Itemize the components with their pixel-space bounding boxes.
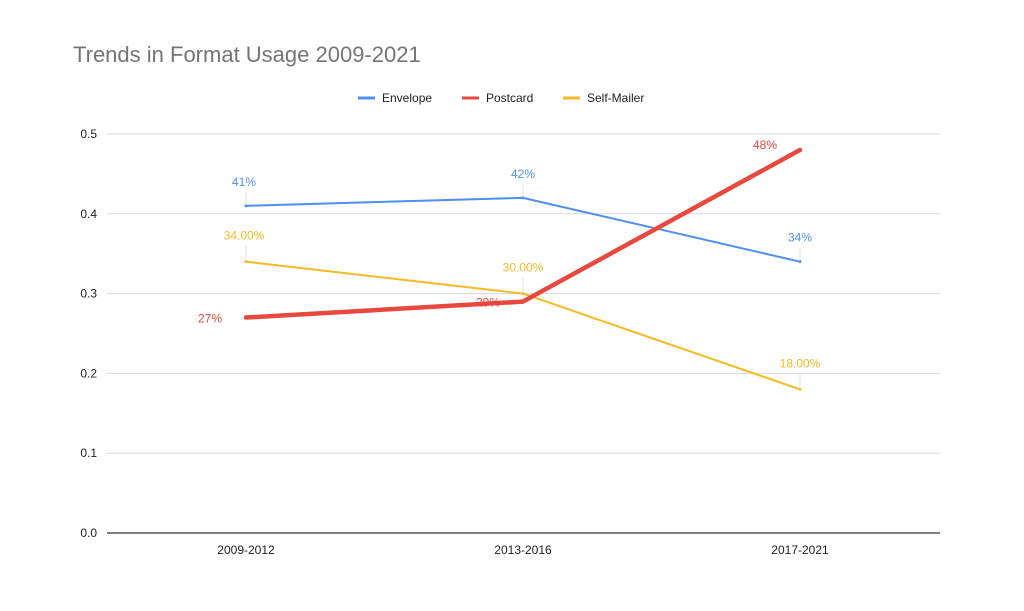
- y-tick-label: 0.0: [80, 526, 97, 540]
- y-tick-label: 0.3: [80, 287, 97, 301]
- data-label: 42%: [511, 167, 535, 181]
- data-point: [798, 148, 802, 152]
- data-label: 34.00%: [224, 229, 265, 243]
- legend-label: Postcard: [486, 91, 533, 105]
- data-point: [521, 300, 525, 304]
- data-point: [244, 316, 248, 320]
- x-tick-label: 2017-2021: [771, 543, 829, 557]
- data-point: [244, 204, 248, 208]
- legend-label: Envelope: [382, 91, 432, 105]
- y-tick-label: 0.2: [80, 366, 97, 380]
- data-point: [798, 387, 802, 391]
- series-line: [245, 196, 801, 263]
- data-label: 18.00%: [780, 356, 821, 370]
- data-label: 27%: [198, 312, 222, 326]
- data-point: [521, 292, 525, 296]
- data-label: 29%: [476, 296, 500, 310]
- y-tick-label: 0.1: [80, 446, 97, 460]
- data-point: [798, 260, 802, 264]
- y-tick-label: 0.4: [80, 207, 97, 221]
- data-label: 41%: [232, 175, 256, 189]
- x-tick-label: 2009-2012: [217, 543, 275, 557]
- y-tick-label: 0.5: [80, 127, 97, 141]
- data-label: 48%: [753, 138, 777, 152]
- data-label: 30.00%: [503, 261, 544, 275]
- data-label: 34%: [788, 231, 812, 245]
- data-point: [244, 260, 248, 264]
- chart-title: Trends in Format Usage 2009-2021: [73, 42, 421, 67]
- data-point: [521, 196, 525, 200]
- legend-label: Self-Mailer: [587, 91, 644, 105]
- x-tick-label: 2013-2016: [494, 543, 552, 557]
